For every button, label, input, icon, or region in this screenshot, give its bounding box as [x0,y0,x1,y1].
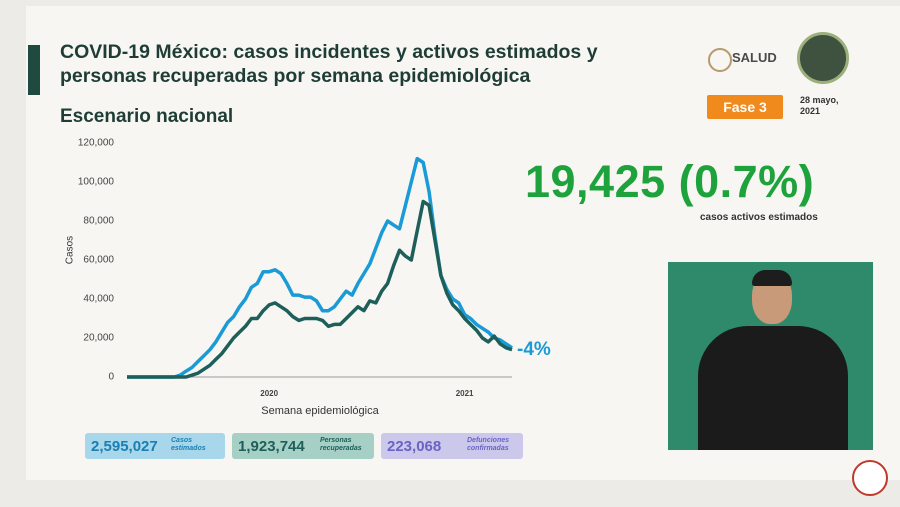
series-line [127,199,513,379]
interpreter-video [668,262,873,450]
annotation: -4% [517,339,551,360]
interpreter-body [698,326,848,450]
stat-label: Casos estimados [171,437,206,452]
accent-bar [28,45,40,95]
kpi-label: casos activos estimados [700,212,818,223]
y-tick-label: 0 [108,372,114,383]
stat-value: 223,068 [387,438,442,455]
stat-box: 223,068 Defunciones confirmadas [381,433,523,459]
logo-seal [708,48,732,72]
footer-logo [852,460,888,496]
stat-box: 2,595,027 Casos estimados [85,433,225,459]
x-tick-label: 2021 [456,389,474,398]
y-axis-label: Casos [65,236,76,264]
emblem [797,32,849,84]
stat-value: 2,595,027 [91,438,158,455]
stat-value: 1,923,744 [238,438,305,455]
stat-label: Defunciones confirmadas [467,437,510,452]
y-tick-label: 100,000 [78,177,115,188]
y-tick-label: 120,000 [78,138,115,149]
y-tick-label: 20,000 [83,333,114,344]
logo-text: SALUD [732,50,777,65]
date: 28 mayo, 2021 [800,95,839,116]
subtitle: Escenario nacional [60,106,234,127]
series-line [127,156,513,379]
title: COVID-19 México: casos incidentes y acti… [60,41,598,87]
phase-badge: Fase 3 [707,95,783,119]
stat-label: Personas recuperadas [320,437,362,452]
y-tick-label: 40,000 [83,294,114,305]
interpreter-hair [752,270,792,286]
y-tick-label: 60,000 [83,255,114,266]
stat-box: 1,923,744 Personas recuperadas [232,433,374,459]
y-tick-label: 80,000 [83,216,114,227]
x-tick-label: 2020 [260,389,278,398]
kpi-value: 19,425 (0.7%) [525,156,815,207]
x-axis-label: Semana epidemiológica [261,405,379,417]
